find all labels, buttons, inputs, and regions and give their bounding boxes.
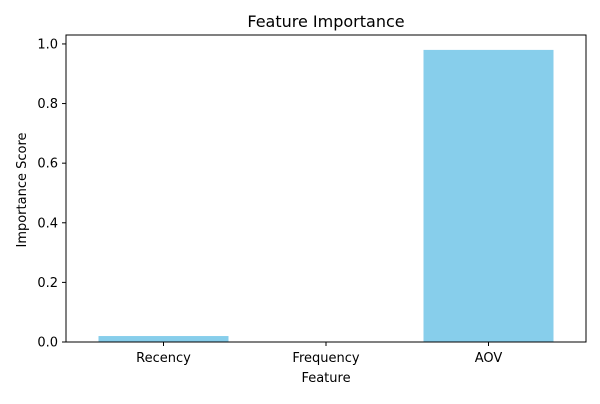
y-axis: 0.0 0.2 0.4 0.6 0.8 1.0: [37, 37, 66, 351]
y-axis-label: Importance Score: [15, 132, 30, 247]
y-tick-label: 0.2: [37, 276, 58, 291]
chart-title: Feature Importance: [247, 12, 404, 31]
x-tick-label: AOV: [475, 351, 503, 366]
y-tick-label: 0.6: [37, 157, 58, 172]
y-tick-label: 1.0: [37, 37, 58, 52]
bar-aov: [423, 49, 554, 342]
y-tick-label: 0.8: [37, 97, 58, 112]
x-tick-label: Recency: [136, 351, 191, 366]
x-tick-label: Frequency: [292, 351, 359, 366]
y-tick-label: 0.0: [37, 336, 58, 351]
x-axis: Recency Frequency AOV: [136, 342, 502, 366]
x-axis-label: Feature: [301, 371, 350, 386]
bars-layer: [98, 49, 554, 342]
y-tick-label: 0.4: [37, 216, 58, 231]
plot-frame: [65, 34, 587, 343]
bar-recency: [98, 336, 229, 342]
